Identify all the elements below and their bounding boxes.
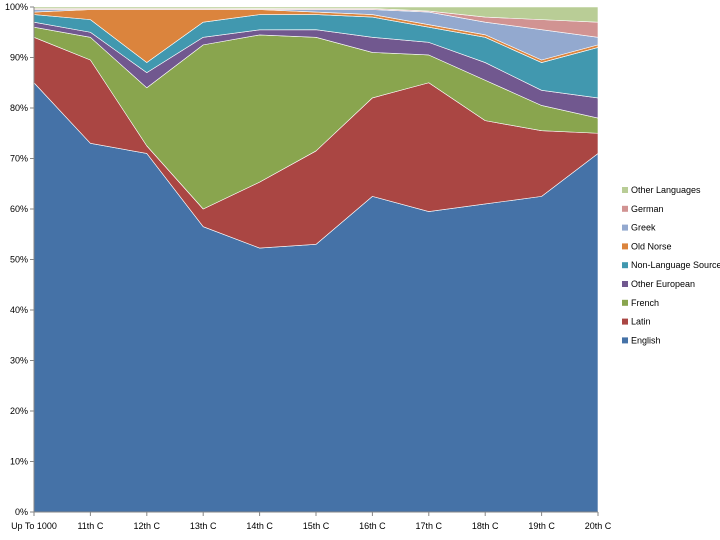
x-tick-label: 18th C <box>472 521 499 531</box>
legend-label: German <box>631 204 664 214</box>
y-tick-label: 50% <box>10 255 28 265</box>
y-tick-label: 0% <box>15 507 28 517</box>
y-tick-label: 20% <box>10 406 28 416</box>
legend-item-old-norse: Old Norse <box>622 241 672 251</box>
legend-item-greek: Greek <box>622 223 656 233</box>
x-tick-label: 16th C <box>359 521 386 531</box>
legend-item-english: English <box>622 335 661 345</box>
legend-item-latin: Latin <box>622 317 651 327</box>
legend-swatch <box>622 224 628 231</box>
legend-label: English <box>631 335 661 345</box>
x-tick-label: 17th C <box>416 521 443 531</box>
legend-label: Other Languages <box>631 185 701 195</box>
legend-item-non-language-sources: Non-Language Sources <box>622 260 720 270</box>
legend-label: Greek <box>631 223 656 233</box>
legend-item-german: German <box>622 204 664 214</box>
x-tick-label: 20th C <box>585 521 612 531</box>
legend-swatch <box>622 299 628 306</box>
x-tick-label: Up To 1000 <box>11 521 57 531</box>
x-tick-label: 13th C <box>190 521 217 531</box>
legend-swatch <box>622 281 628 287</box>
legend-label: French <box>631 298 659 308</box>
y-tick-label: 30% <box>10 356 28 366</box>
legend-label: Other European <box>631 279 695 289</box>
legend-item-french: French <box>622 298 659 308</box>
legend-label: Latin <box>631 317 651 327</box>
legend-swatch <box>622 243 628 250</box>
chart-areas <box>33 6 599 513</box>
legend: Other Languages German Greek Old Norse Non-L… <box>622 185 720 345</box>
legend-item-other-european: Other European <box>622 279 695 289</box>
legend-swatch <box>622 337 628 344</box>
x-tick-label: 11th C <box>77 521 103 531</box>
x-tick-label: 15th C <box>303 521 330 531</box>
y-tick-label: 70% <box>10 154 28 164</box>
legend-swatch <box>622 262 628 269</box>
legend-swatch <box>622 187 628 193</box>
y-axis-ticks: 0% 10% 20% 30% 40% 50% 60% 70% 80% 90% 100% <box>5 2 34 517</box>
legend-label: Non-Language Sources <box>631 260 720 270</box>
legend-swatch <box>622 205 628 212</box>
legend-item-other-languages: Other Languages <box>622 185 701 195</box>
x-tick-label: 12th C <box>134 521 161 531</box>
x-axis-ticks: Up To 1000 11th C 12th C 13th C 14th C 15th C… <box>11 512 612 531</box>
y-tick-label: 100% <box>5 2 28 12</box>
legend-label: Old Norse <box>631 241 672 251</box>
x-tick-label: 19th C <box>528 521 555 531</box>
x-tick-label: 14th C <box>246 521 273 531</box>
y-tick-label: 80% <box>10 103 28 113</box>
legend-swatch <box>622 318 628 325</box>
area-other-languages <box>33 6 599 23</box>
y-tick-label: 10% <box>10 457 28 467</box>
y-tick-label: 60% <box>10 204 28 214</box>
y-tick-label: 40% <box>10 305 28 315</box>
y-tick-label: 90% <box>10 53 28 63</box>
